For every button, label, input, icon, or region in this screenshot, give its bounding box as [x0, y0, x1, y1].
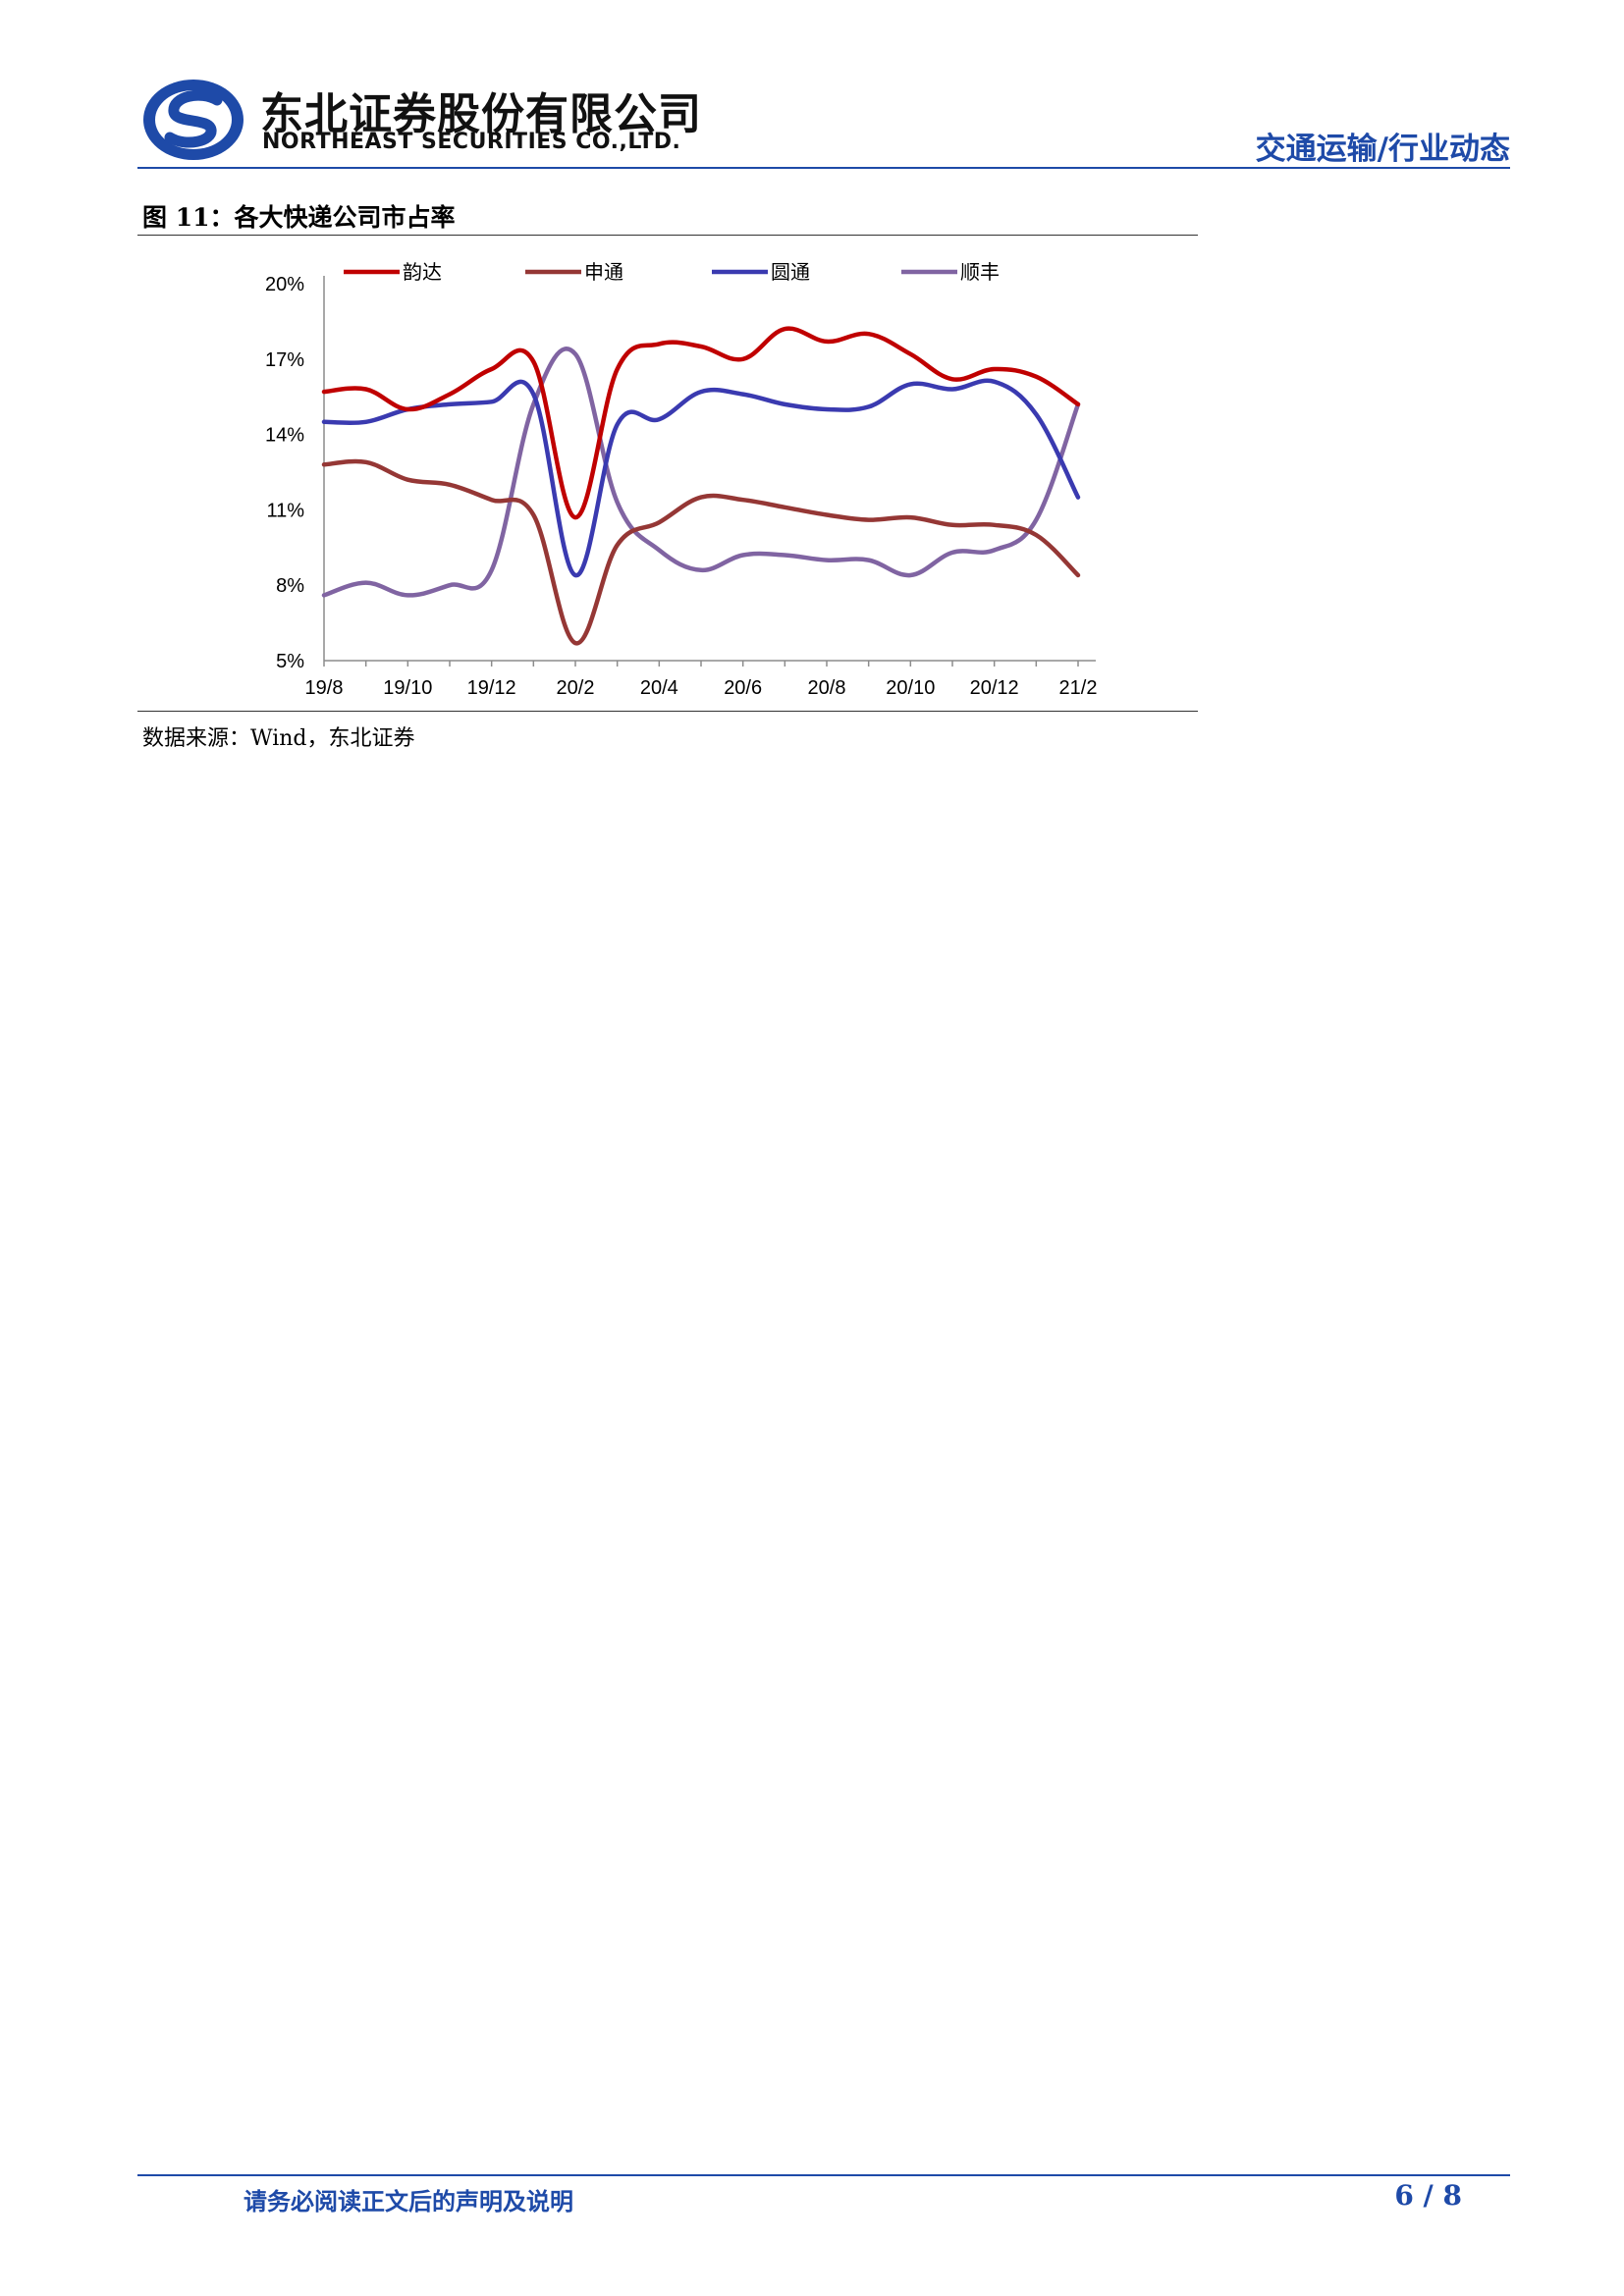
x-tick-label: 21/2	[1059, 677, 1098, 699]
document-type: 交通运输/行业动态	[1255, 132, 1510, 167]
figure-source: 数据来源：Wind，东北证券	[142, 726, 415, 751]
company-name-cn: 东北证券股份有限公司	[260, 89, 702, 139]
y-tick-label: 20%	[265, 274, 304, 295]
legend-label: 圆通	[771, 261, 810, 284]
y-tick-label: 5%	[276, 651, 304, 672]
series-line-1	[321, 326, 1081, 520]
x-tick-label: 20/12	[970, 677, 1019, 699]
footer-divider	[137, 2174, 1510, 2176]
y-tick-label: 11%	[266, 500, 304, 521]
figure-bottom-rule	[137, 711, 1198, 712]
figure-top-rule	[137, 235, 1198, 236]
x-tick-label: 20/8	[808, 677, 846, 699]
x-tick-label: 19/12	[467, 677, 516, 699]
legend-label: 韵达	[403, 261, 442, 284]
chart-series	[321, 326, 1081, 646]
y-tick-label: 17%	[265, 349, 304, 371]
series-line-2	[321, 458, 1081, 646]
figure-title: 图 11：各大快递公司市占率	[142, 203, 456, 232]
x-axis: 19/8 19/10 19/12 20/2 20/4 20/6 20/8 20/10 20/12…	[305, 660, 1098, 699]
market-share-line-chart: 韵达 申通 圆通 顺丰 5% 8% 11% 14% 17% 20% 19/8 19/10 19/12…	[265, 261, 1098, 699]
x-tick-label: 20/10	[886, 677, 935, 699]
header-divider	[137, 167, 1510, 169]
x-tick-label: 19/10	[383, 677, 432, 699]
x-tick-label: 19/8	[305, 677, 344, 699]
footer-disclaimer: 请务必阅读正文后的声明及说明	[244, 2187, 573, 2216]
x-tick-label: 20/2	[557, 677, 595, 699]
legend-label: 申通	[584, 261, 623, 284]
page-header: 东北证券股份有限公司 NORTHEAST SECURITIES CO.,LTD.…	[0, 0, 1624, 177]
company-name-en: NORTHEAST SECURITIES CO.,LTD.	[262, 130, 681, 154]
series-line-3	[321, 378, 1081, 578]
chart-legend: 韵达 申通 圆通 顺丰	[344, 261, 1000, 284]
legend-label: 顺丰	[960, 261, 1000, 284]
x-tick-label: 20/6	[724, 677, 762, 699]
y-axis: 5% 8% 11% 14% 17% 20%	[265, 274, 325, 672]
series-line-4	[321, 347, 1081, 598]
northeast-securities-logo-icon	[143, 80, 244, 160]
y-tick-label: 8%	[276, 575, 304, 597]
y-tick-label: 14%	[265, 425, 304, 447]
page-number: 6 / 8	[1394, 2179, 1462, 2212]
x-tick-label: 20/4	[640, 677, 678, 699]
